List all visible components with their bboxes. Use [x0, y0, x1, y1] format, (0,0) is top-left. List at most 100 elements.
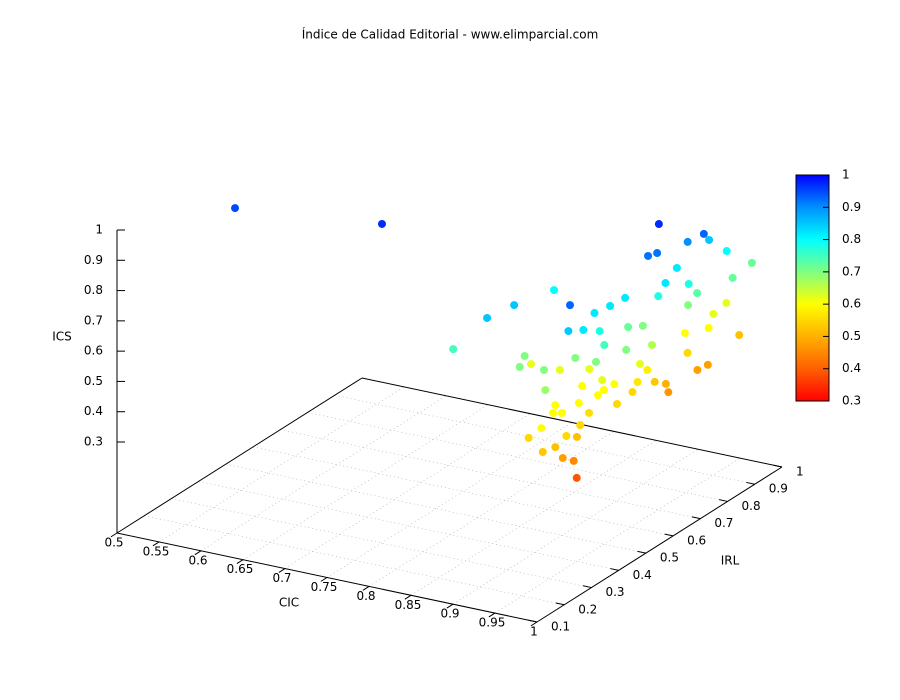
y-tick-label: 0.5	[660, 551, 679, 565]
data-point	[377, 219, 386, 228]
data-point	[566, 301, 575, 310]
data-point	[684, 301, 693, 310]
x-tick-label: 0.65	[227, 562, 254, 576]
y-tick	[637, 550, 646, 554]
grid-line	[494, 457, 741, 614]
data-point	[574, 399, 583, 408]
data-point	[524, 433, 533, 442]
y-tick	[610, 568, 619, 571]
x-tick-label: 0.55	[143, 544, 170, 558]
data-point	[661, 379, 670, 388]
x-tick	[152, 541, 160, 547]
data-point	[541, 386, 550, 395]
x-tick-label: 0.9	[440, 607, 459, 621]
data-point	[595, 327, 604, 336]
axis-line	[116, 532, 538, 623]
data-point	[576, 421, 585, 430]
y-tick-label: 0.3	[605, 585, 624, 599]
grid-line	[200, 395, 447, 552]
data-point	[558, 454, 567, 463]
data-point	[591, 357, 600, 366]
z-tick-label: 0.9	[84, 253, 103, 267]
data-point	[483, 313, 492, 322]
x-tick-label: 0.7	[272, 571, 291, 585]
data-point	[549, 408, 558, 417]
data-point	[598, 376, 607, 385]
data-point	[684, 279, 693, 288]
z-tick-label: 0.4	[84, 404, 103, 418]
y-tick-label: 0.7	[714, 516, 733, 530]
grid-line	[158, 386, 405, 543]
data-point	[747, 258, 756, 267]
data-point	[527, 360, 536, 369]
colorbar-tick-label: 0.5	[842, 329, 861, 343]
data-point	[590, 309, 599, 318]
data-point	[551, 401, 560, 410]
axis-line	[116, 377, 363, 534]
colorbar-tick-label: 0.6	[842, 297, 861, 311]
data-point	[572, 473, 581, 482]
data-point	[613, 399, 622, 408]
y-tick	[746, 481, 755, 485]
grid-line	[410, 440, 657, 596]
x-tick	[362, 585, 370, 591]
x-tick	[446, 603, 454, 609]
data-point	[537, 424, 546, 433]
colorbar-tick-label: 1	[842, 168, 850, 182]
data-point	[622, 345, 631, 354]
grid-line	[326, 422, 573, 578]
data-point	[628, 388, 637, 397]
data-point	[643, 366, 652, 375]
data-point	[661, 279, 670, 288]
x-tick-label: 0.95	[479, 616, 506, 630]
grid-line	[253, 446, 674, 537]
data-point	[683, 237, 692, 246]
x-tick	[530, 621, 538, 627]
x-tick	[194, 550, 202, 556]
data-point	[636, 359, 645, 368]
data-point	[571, 353, 580, 362]
data-point	[703, 360, 712, 369]
colorbar-tick-label: 0.3	[842, 394, 861, 408]
data-point	[621, 293, 630, 302]
data-point	[664, 388, 673, 397]
grid-line	[452, 448, 699, 605]
data-point	[231, 204, 240, 213]
data-point	[538, 447, 547, 456]
x-tick-label: 1	[530, 625, 538, 639]
data-point	[585, 408, 594, 417]
z-tick-label: 0.8	[84, 283, 103, 297]
y-tick	[719, 499, 728, 502]
axis-line	[361, 377, 783, 468]
data-point	[680, 329, 689, 338]
data-point	[562, 431, 571, 440]
colorbar-tick-label: 0.8	[842, 232, 861, 246]
y-tick-label: 1	[796, 465, 804, 479]
data-point	[638, 321, 647, 330]
colorbar-tick-label: 0.9	[842, 200, 861, 214]
y-tick	[582, 585, 592, 589]
x-axis-label: CIC	[279, 596, 299, 610]
y-tick	[691, 516, 701, 520]
x-tick-label: 0.6	[188, 553, 207, 567]
data-point	[515, 362, 524, 371]
grid-line	[242, 404, 489, 560]
data-point	[650, 377, 659, 386]
x-tick	[488, 612, 496, 618]
data-point	[572, 432, 581, 441]
data-point	[705, 235, 714, 244]
grid-line	[284, 413, 531, 569]
data-point	[449, 345, 458, 354]
data-point	[578, 382, 587, 391]
data-point	[672, 263, 681, 272]
data-point	[644, 251, 653, 260]
data-point	[510, 301, 519, 310]
data-point	[654, 220, 663, 229]
data-point	[633, 378, 642, 387]
y-tick-label: 0.6	[687, 533, 706, 547]
data-point	[624, 323, 633, 332]
data-point	[540, 365, 548, 374]
data-point	[683, 348, 692, 357]
x-tick	[278, 568, 286, 573]
